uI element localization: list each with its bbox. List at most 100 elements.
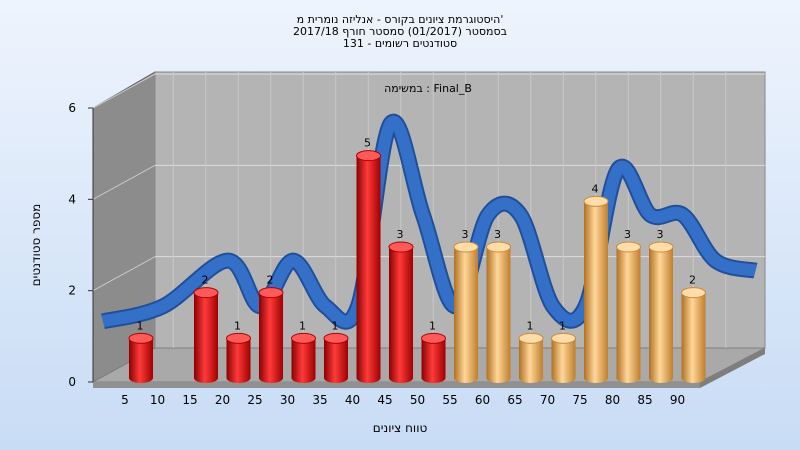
bar-value-label: 1 [137,319,144,332]
y-axis-title: מספר סטודנטים [29,204,43,287]
bar-5: 1 [128,319,154,383]
gridline-side [92,164,156,200]
bar-body [291,338,316,383]
bar-value-label: 3 [462,228,469,241]
bar-value-label: 3 [624,228,631,241]
y-tick-label: 2 [68,284,76,298]
bar-top [388,241,414,253]
y-tick-label: 0 [68,375,76,389]
bar-value-label: 1 [429,319,436,332]
bar-value-label: 2 [202,274,209,287]
bar-top [648,241,674,253]
chart-title-line3: סטודנטים רשומים - 131 [342,37,458,50]
y-tick-label: 6 [68,101,76,115]
x-tick-label: 45 [377,393,392,407]
x-tick-label: 30 [280,393,295,407]
bar-75: 4 [583,182,609,383]
bar-body [551,338,576,383]
x-tick-label: 55 [442,393,457,407]
x-tick-label: 15 [182,393,197,407]
bar-value-label: 4 [592,182,599,195]
bar-top [421,332,446,344]
bar-30: 1 [291,319,316,383]
bar-value-label: 1 [527,319,534,332]
bar-body [194,292,218,383]
bar-body [519,338,543,383]
bar-85: 3 [648,228,674,383]
chart-title-line2: בסמסטר (01/2017) סמסטר חורף 2017/18 [293,25,507,38]
bar-value-label: 3 [397,228,404,241]
bar-body [584,201,608,383]
bar-value-label: 5 [364,137,371,150]
gridline-side [92,256,156,292]
bar-70: 1 [551,319,576,383]
bar-value-label: 1 [332,319,339,332]
bar-body [616,247,641,383]
bar-top [583,195,609,207]
x-tick-label: 35 [312,393,327,407]
bar-value-label: 1 [559,319,566,332]
bar-25: 2 [258,274,284,383]
bar-50: 1 [421,319,446,383]
bar-value-label: 2 [689,274,696,287]
x-tick-label: 90 [670,393,685,407]
bar-top [258,287,284,299]
x-tick-label: 5 [121,393,129,407]
x-tick-label: 25 [247,393,262,407]
bar-top [323,332,349,344]
x-axis-title: טווח ציונים [373,421,428,435]
bar-value-label: 2 [267,274,274,287]
bar-value-label: 3 [494,228,501,241]
bar-body [421,338,446,383]
bar-body [649,247,673,383]
bar-top [518,332,544,344]
bar-55: 3 [453,228,479,383]
x-tick-label: 70 [540,393,555,407]
bar-80: 3 [616,228,641,383]
bar-top [291,332,316,344]
bar-body [356,155,381,383]
bar-65: 1 [518,319,544,383]
bar-body [129,338,153,383]
bar-value-label: 3 [657,228,664,241]
floor-front-edge [93,382,700,388]
bar-top [226,332,251,344]
bar-value-label: 1 [299,319,306,332]
gridline-side [92,73,156,109]
bar-body [681,292,706,383]
y-tick-label: 4 [68,192,76,206]
floor-right-edge [700,348,765,388]
bar-top [128,332,154,344]
x-tick-label: 40 [345,393,360,407]
x-tick-label: 85 [637,393,652,407]
bar-value-label: 1 [234,319,241,332]
bar-35: 1 [323,319,349,383]
x-tick-label: 10 [150,393,165,407]
bar-top [551,332,576,344]
bar-body [259,292,283,383]
x-tick-label: 80 [605,393,620,407]
bar-90: 2 [681,274,706,383]
bar-20: 1 [226,319,251,383]
x-tick-label: 65 [507,393,522,407]
x-tick-label: 75 [572,393,587,407]
bar-body [226,338,251,383]
bar-top [356,150,381,162]
bar-60: 3 [486,228,511,383]
bar-45: 3 [388,228,414,383]
x-tick-label: 60 [475,393,490,407]
x-tick-label: 20 [215,393,230,407]
bar-top [681,287,706,299]
bar-body [324,338,348,383]
x-tick-label: 50 [410,393,425,407]
bar-body [486,247,511,383]
bar-top [616,241,641,253]
bar-body [389,247,413,383]
bar-top [453,241,479,253]
bar-body [454,247,478,383]
bar-top [193,287,219,299]
bar-40: 5 [356,137,381,383]
bar-top [486,241,511,253]
